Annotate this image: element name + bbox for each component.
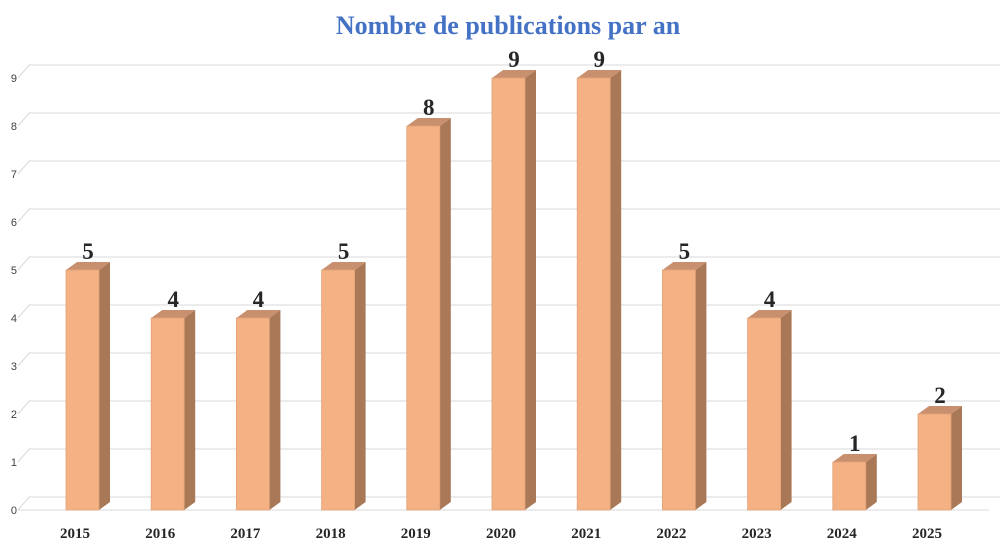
bar [150,310,196,511]
x-tick-label: 2018 [316,526,346,542]
data-label: 4 [167,287,179,312]
gridline [17,112,1000,127]
bar [747,310,792,511]
bar-side [865,454,877,510]
bar-side [184,310,196,510]
x-axis: 2015 2016 2017 2018 2019 2020 2021 2022 2023 2024… [60,526,942,542]
y-tick-label: 0 [11,505,17,517]
x-tick-label: 2017 [230,526,261,542]
bar [917,406,962,511]
bar-front [321,269,356,511]
y-tick-label: 6 [11,217,17,229]
bar-front [747,317,781,511]
bar-top [66,262,110,270]
bar-top [321,262,366,270]
bar-side [695,262,707,510]
bar-front [491,77,526,511]
gridline [17,64,1000,79]
gridline [17,208,1000,223]
x-tick-label: 2019 [401,526,431,542]
bar-front [235,317,270,511]
data-label: 5 [82,239,94,264]
x-tick-label: 2023 [742,526,772,542]
bar-front [662,269,696,511]
bar-side [610,70,622,510]
bar-top [577,70,622,78]
bar-front [917,413,952,511]
bar [65,262,110,511]
bar-side [99,262,110,510]
bar-side [525,70,536,510]
data-label: 2 [934,383,946,408]
bar-front [832,461,867,511]
bar-side [951,406,962,510]
x-tick-label: 2022 [656,526,686,542]
x-tick-label: 2016 [145,526,176,542]
bar [321,262,366,511]
data-label: 5 [679,239,691,264]
y-tick-label: 5 [11,265,17,277]
y-tick-label: 4 [11,313,17,325]
x-tick-label: 2015 [60,526,90,542]
y-tick-label: 7 [11,169,17,181]
x-tick-label: 2025 [912,526,942,542]
bar [406,118,451,511]
bar [832,454,877,511]
bar-top [662,262,707,270]
data-label: 8 [423,95,435,120]
bar-front [576,77,611,511]
bar-side [439,118,451,510]
bar-front [65,269,100,511]
data-label: 9 [508,47,520,72]
bars [65,70,962,511]
bar-top [492,70,536,78]
bar-side [354,262,366,510]
bar [576,70,622,511]
x-tick-label: 2020 [486,526,516,542]
x-tick-label: 2021 [571,526,601,542]
data-label: 4 [253,287,265,312]
data-label: 5 [338,239,350,264]
gridline [17,160,1000,175]
data-label: 9 [593,47,605,72]
y-tick-label: 1 [11,457,17,469]
y-tick-label: 8 [11,121,17,133]
bar-side [780,310,792,510]
bar-front [150,317,185,511]
bar [235,310,281,511]
y-axis: 0 1 2 3 4 5 6 7 8 9 [11,73,17,517]
bar-top [747,310,792,318]
x-tick-label: 2024 [827,526,858,542]
bar [662,262,707,511]
bar-front [406,125,441,511]
gridline [17,256,1000,271]
y-tick-label: 9 [11,73,17,85]
bar-top [151,310,196,318]
bar [491,70,536,511]
bar-top [918,406,962,414]
data-labels: 5 4 4 5 8 9 9 5 4 1 2 [82,47,946,456]
data-label: 4 [764,287,776,312]
y-tick-label: 2 [11,409,17,421]
data-label: 1 [849,431,861,456]
y-tick-label: 3 [11,361,17,373]
bar-side [269,310,281,510]
bar-top [832,454,877,462]
bar-top [236,310,281,318]
bar-top [406,118,451,126]
chart-title: Nombre de publications par an [336,11,681,40]
